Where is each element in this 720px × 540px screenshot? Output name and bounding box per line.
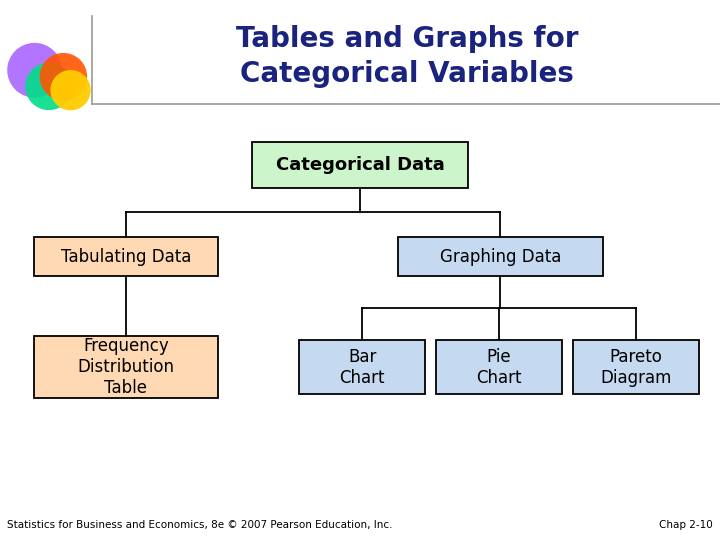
Text: Bar
Chart: Bar Chart [339,348,385,387]
FancyBboxPatch shape [573,340,698,394]
Ellipse shape [40,53,87,100]
Text: Tables and Graphs for
Categorical Variables: Tables and Graphs for Categorical Variab… [235,25,578,88]
Text: Tabulating Data: Tabulating Data [60,247,192,266]
FancyBboxPatch shape [34,237,217,276]
Text: Pareto
Diagram: Pareto Diagram [600,348,672,387]
Text: Statistics for Business and Economics, 8e © 2007 Pearson Education, Inc.: Statistics for Business and Economics, 8… [7,520,392,530]
FancyBboxPatch shape [34,336,217,399]
Text: Chap 2-10: Chap 2-10 [659,520,713,530]
Text: Pie
Chart: Pie Chart [476,348,522,387]
Ellipse shape [25,63,73,110]
Text: Graphing Data: Graphing Data [440,247,561,266]
FancyBboxPatch shape [252,142,468,188]
Text: Frequency
Distribution
Table: Frequency Distribution Table [78,338,174,397]
Ellipse shape [50,70,91,110]
Ellipse shape [7,43,62,98]
FancyBboxPatch shape [397,237,603,276]
FancyBboxPatch shape [300,340,425,394]
Text: Categorical Data: Categorical Data [276,156,444,174]
FancyBboxPatch shape [436,340,562,394]
